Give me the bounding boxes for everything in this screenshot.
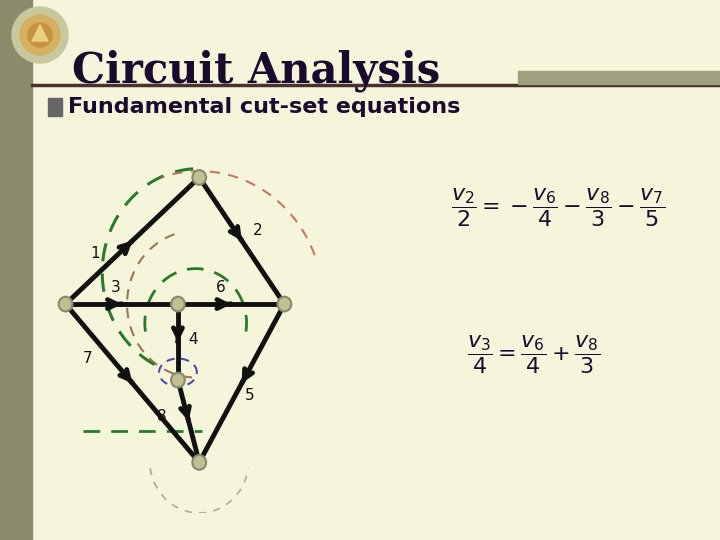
Bar: [48, 98, 62, 116]
Text: Circuit Analysis: Circuit Analysis: [72, 50, 440, 92]
Circle shape: [20, 15, 60, 55]
Circle shape: [171, 373, 185, 387]
Circle shape: [171, 297, 185, 312]
Circle shape: [12, 7, 68, 63]
Bar: [518, 71, 720, 84]
Text: $\dfrac{v_2}{2} = -\dfrac{v_6}{4} - \dfrac{v_8}{3} - \dfrac{v_7}{5}$: $\dfrac{v_2}{2} = -\dfrac{v_6}{4} - \dfr…: [451, 187, 665, 229]
Text: 3: 3: [112, 280, 121, 295]
Circle shape: [277, 297, 292, 312]
Polygon shape: [32, 25, 48, 41]
Text: 6: 6: [216, 280, 225, 295]
Circle shape: [59, 297, 73, 312]
Text: 2: 2: [253, 223, 263, 238]
Text: Fundamental cut-set equations: Fundamental cut-set equations: [68, 97, 460, 117]
Circle shape: [28, 23, 52, 47]
Text: 4: 4: [189, 332, 198, 347]
Circle shape: [192, 455, 206, 470]
Text: 5: 5: [244, 388, 254, 403]
Text: $\dfrac{v_3}{4} = \dfrac{v_6}{4} + \dfrac{v_8}{3}$: $\dfrac{v_3}{4} = \dfrac{v_6}{4} + \dfra…: [467, 334, 600, 376]
Text: 8: 8: [156, 409, 166, 424]
Text: 1: 1: [90, 246, 100, 261]
Text: 7: 7: [83, 351, 92, 366]
Bar: [0, 0, 32, 540]
Circle shape: [192, 170, 206, 185]
